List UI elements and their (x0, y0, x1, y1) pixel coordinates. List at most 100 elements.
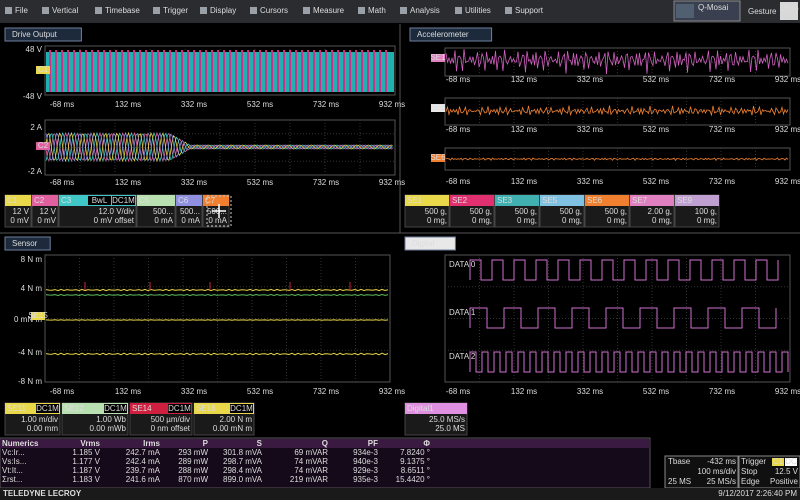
descriptor-value: 2.00 g, (648, 207, 672, 216)
add-icon (212, 204, 226, 218)
channel-marker (36, 66, 50, 74)
panel-tab[interactable] (404, 236, 456, 251)
x-tick-label: 732 ms (313, 387, 339, 396)
channel-marker-label: SE1 (430, 53, 446, 62)
trigger-label: Trigger (741, 457, 766, 466)
x-tick-label: 132 ms (511, 75, 537, 84)
descriptor-header (495, 195, 539, 206)
x-tick-label: 332 ms (577, 125, 603, 134)
descriptor-value: 500 g, (560, 207, 582, 216)
menu-icon (200, 7, 207, 14)
descriptor-name: SE16 (196, 404, 216, 413)
channel-marker (36, 142, 50, 150)
gesture-label[interactable]: Gesture (748, 7, 777, 16)
numerics-cell: 69 mVAR (294, 448, 328, 457)
menu-item[interactable]: Cursors (260, 6, 288, 15)
menu-item[interactable]: Measure (313, 6, 345, 15)
x-tick-label: 732 ms (709, 177, 735, 186)
panel-tab[interactable] (409, 27, 493, 42)
numerics-cell: 288 mW (178, 466, 208, 475)
y-tick-label: -2 A (28, 167, 43, 176)
numerics-cell: 1.187 V (72, 466, 100, 475)
panel-tab-label: Drive Output (12, 30, 58, 39)
x-tick-label: 532 ms (643, 125, 669, 134)
panel-tab[interactable] (4, 27, 82, 42)
menu-icon (95, 7, 102, 14)
descriptor-name: SE6 (587, 196, 603, 205)
numerics-header-cell: Irms (143, 439, 160, 448)
x-tick-label: 732 ms (709, 125, 735, 134)
numerics-cell: Vc:Ir... (2, 448, 25, 457)
channel-marker (431, 104, 445, 112)
trigger-tag (785, 458, 797, 466)
x-tick-label: -68 ms (446, 125, 470, 134)
descriptor-value: 12.0 V/div (98, 207, 134, 216)
descriptor-header (176, 195, 202, 206)
add-channel-button[interactable] (206, 195, 232, 227)
menu-icon (153, 7, 160, 14)
x-tick-label: 732 ms (313, 100, 339, 109)
descriptor-name: C1 (7, 196, 18, 205)
numerics-cell: 940e-3 (353, 457, 378, 466)
undo-button[interactable] (780, 2, 798, 20)
menu-item[interactable]: Vertical (52, 6, 78, 15)
menu-item[interactable]: Analysis (410, 6, 440, 15)
numerics-cell: 219 mVAR (290, 475, 328, 484)
waveform (445, 157, 789, 162)
x-tick-label: 332 ms (181, 387, 207, 396)
waveform (45, 131, 393, 163)
numerics-header-cell: Numerics (2, 439, 39, 448)
descriptor-name: SE11 (7, 404, 27, 413)
panel-tab-label: Digital (412, 239, 434, 248)
descriptor-name: C6 (178, 196, 189, 205)
trigger-source: C1 (773, 457, 784, 466)
descriptor-value: 0 mg, (472, 216, 492, 225)
descriptor-header (130, 403, 192, 414)
numerics-cell: 242.4 mA (126, 457, 161, 466)
descriptor-name: SE14 (132, 404, 152, 413)
timebase-box[interactable] (664, 455, 739, 489)
descriptor-value: 500 g, (470, 207, 492, 216)
y-tick-label: -4 N m (18, 348, 42, 357)
numerics-cell: 301.8 mVA (223, 448, 263, 457)
menu-item[interactable]: Math (368, 6, 386, 15)
numerics-header-cell: P (203, 439, 209, 448)
descriptor-header (5, 195, 31, 206)
menu-item[interactable]: Trigger (163, 6, 188, 15)
channel-marker (431, 54, 445, 62)
descriptor-name: C3 (61, 196, 72, 205)
menu-item[interactable]: File (15, 6, 28, 15)
y-tick-label: -48 V (23, 92, 43, 101)
descriptor-value: 1.00 m/div (21, 415, 58, 424)
x-tick-label: -68 ms (50, 100, 74, 109)
menu-icon (303, 7, 310, 14)
menu-item[interactable]: Display (210, 6, 236, 15)
descriptor-value: 500 g, (515, 207, 537, 216)
descriptor-tag-label: DC1M (230, 404, 253, 413)
descriptor-value: 2.00 N m (220, 415, 253, 424)
timebase-value: -432 ms (707, 457, 736, 466)
descriptor-name: SE2 (452, 196, 468, 205)
descriptor-tag-label: DC1M (104, 404, 127, 413)
numerics-cell: Σrst... (2, 475, 23, 484)
x-tick-label: 932 ms (775, 387, 800, 396)
digital-waveform (469, 259, 779, 281)
descriptor-name: C2 (34, 196, 45, 205)
x-tick-label: 132 ms (115, 178, 141, 187)
waveform (445, 105, 789, 117)
numerics-cell: 241.6 mA (126, 475, 161, 484)
menu-item[interactable]: Support (515, 6, 544, 15)
numerics-cell: 1.185 V (72, 448, 100, 457)
waveform (45, 293, 389, 297)
numerics-cell: 242.7 mA (126, 448, 161, 457)
panel-tab[interactable] (4, 236, 51, 251)
descriptor-value: 0 mg, (652, 216, 672, 225)
descriptor-value: 0 mg, (562, 216, 582, 225)
x-tick-label: 532 ms (643, 387, 669, 396)
channel-marker-label: C1 (38, 65, 49, 74)
menu-item[interactable]: Timebase (105, 6, 140, 15)
descriptor-tag (36, 404, 59, 413)
trigger-value: Edge (741, 477, 760, 486)
menu-item[interactable]: Utilities (465, 6, 491, 15)
